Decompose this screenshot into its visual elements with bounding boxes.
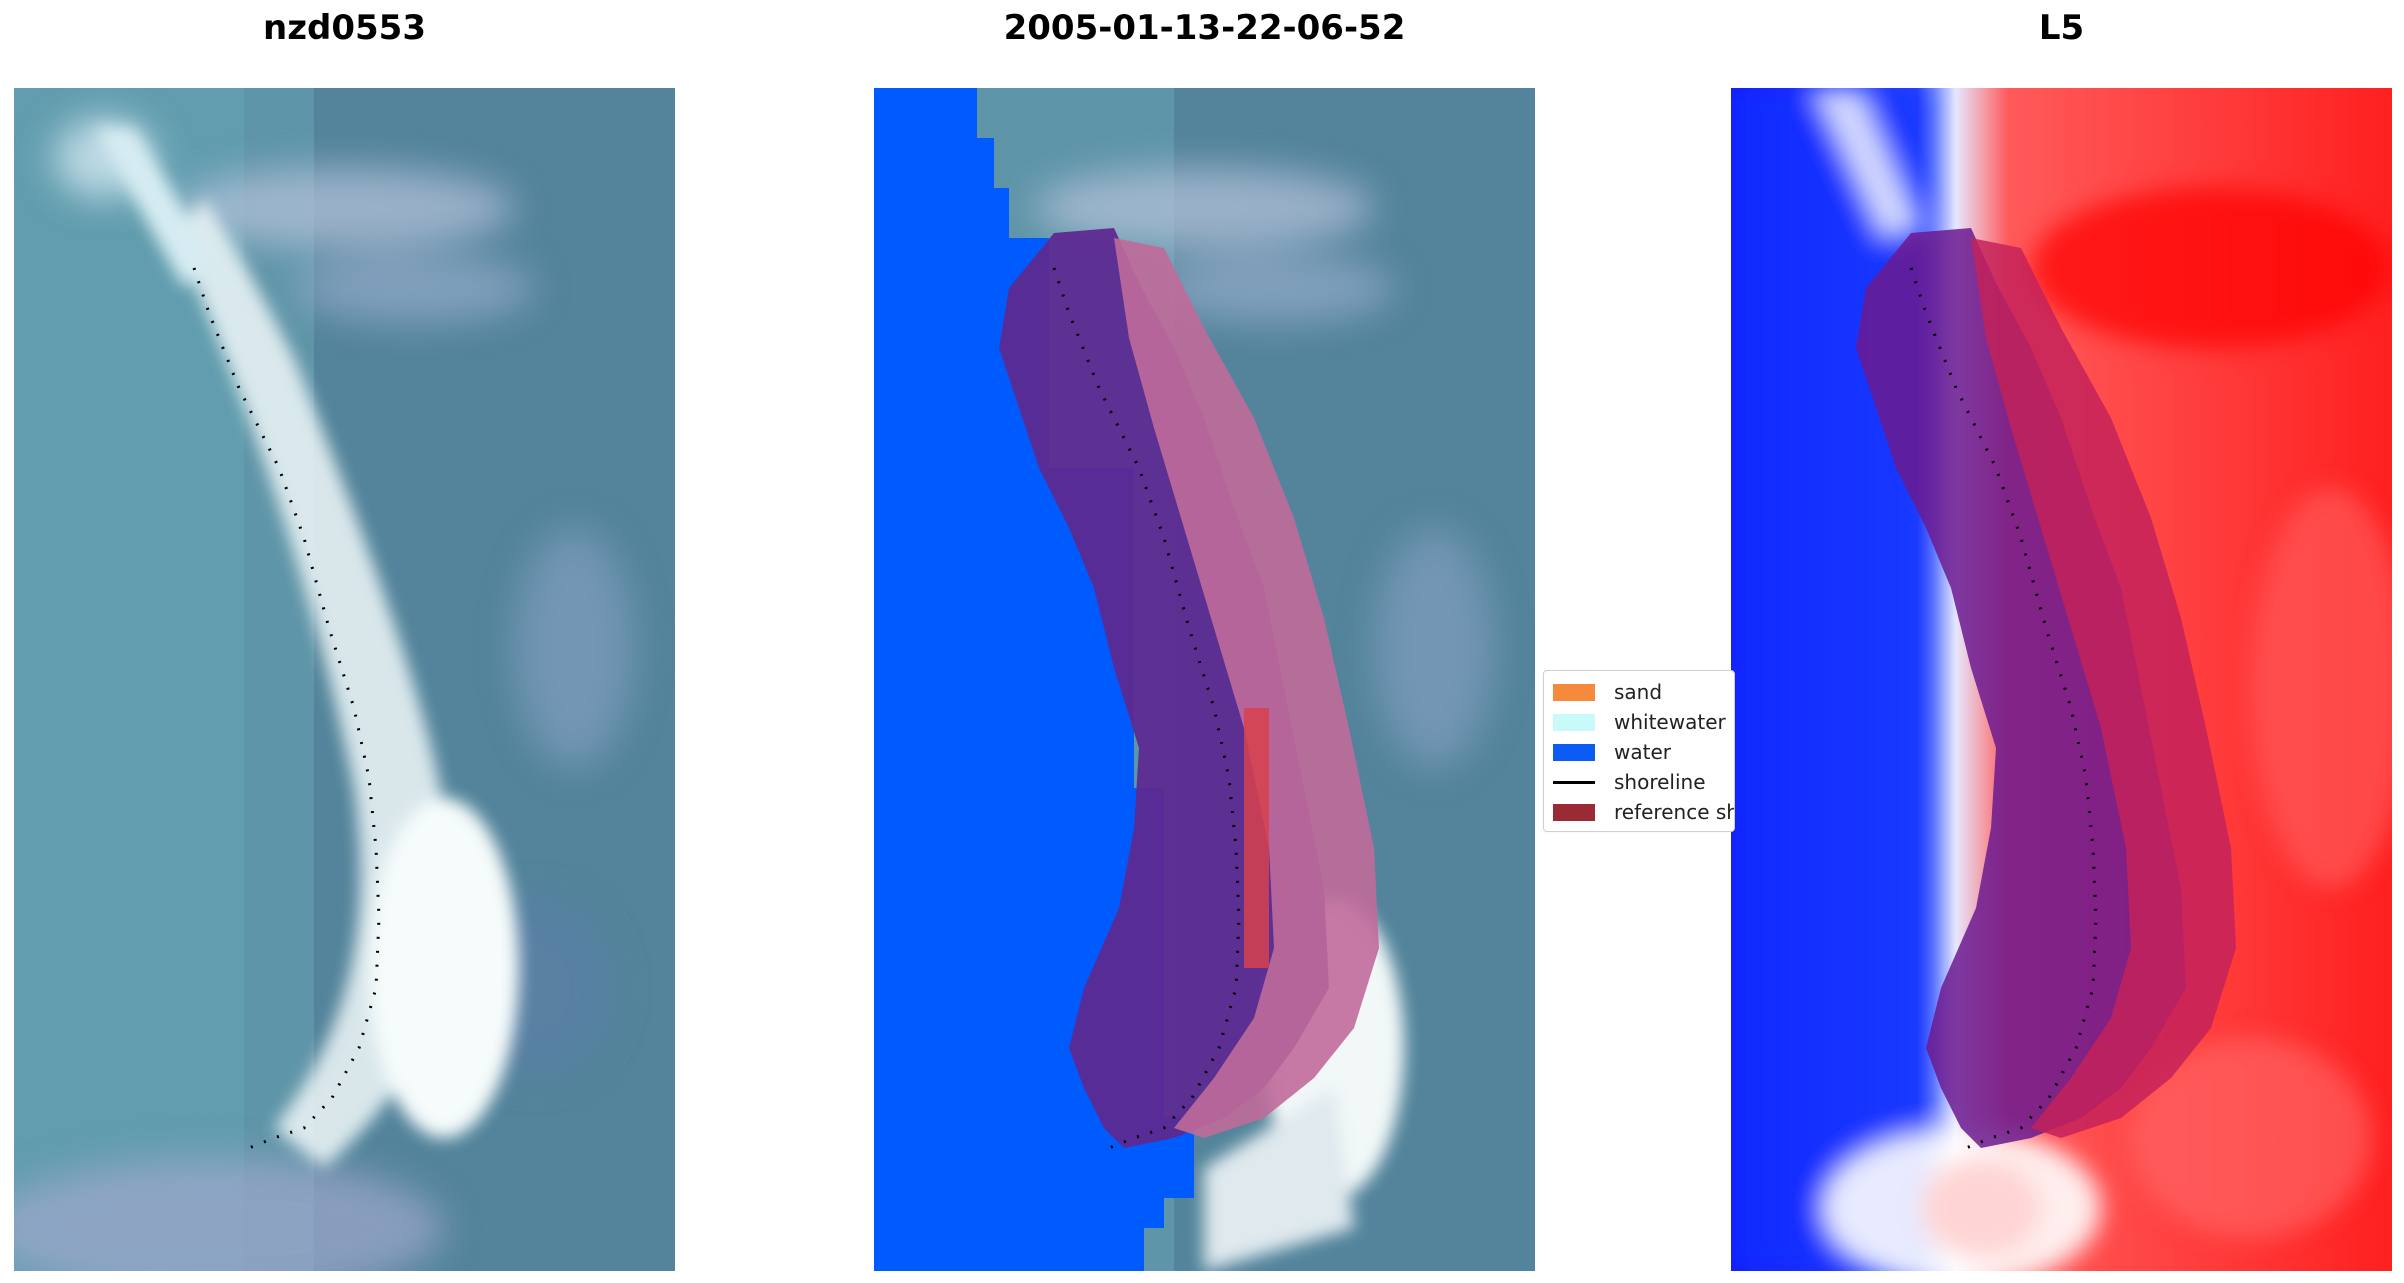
legend-item-sand: sand	[1544, 677, 1662, 707]
legend-label: whitewater	[1614, 710, 1726, 734]
rgb-satellite-image	[14, 88, 675, 1271]
shoreline-line-icon	[1553, 780, 1595, 784]
sand-overlap-strip	[1244, 708, 1269, 968]
index-sand-side	[1971, 238, 2236, 1138]
water-swatch	[1553, 743, 1595, 761]
legend-item-reference-buffer: reference shoreline buffer	[1544, 797, 1734, 827]
legend-label: water	[1614, 740, 1671, 764]
panel-title-classified: 2005-01-13-22-06-52	[1003, 8, 1406, 48]
legend-item-shoreline: shoreline	[1544, 767, 1706, 797]
legend: sand whitewater water shoreline referenc…	[1543, 670, 1735, 832]
rgb-image-panel	[14, 88, 675, 1271]
legend-item-whitewater: whitewater	[1544, 707, 1726, 737]
index-image-panel	[1731, 88, 2392, 1271]
reference-buffer-swatch	[1553, 803, 1595, 821]
legend-label: shoreline	[1614, 770, 1706, 794]
legend-item-water: water	[1544, 737, 1671, 767]
whitewater-swatch	[1553, 713, 1595, 731]
shoreline-dots	[1052, 267, 1241, 1150]
legend-label: reference shoreline buffer	[1614, 800, 1734, 824]
shoreline-dots	[1909, 267, 2098, 1150]
sand-side-tint	[1114, 238, 1379, 1138]
panel-title-index: L5	[2038, 8, 2085, 48]
sand-swatch	[1553, 683, 1595, 701]
shoreline-dots	[192, 267, 381, 1150]
classified-image-panel	[874, 88, 1535, 1271]
classified-image	[874, 88, 1535, 1271]
index-buffer-overlay	[1856, 228, 2186, 1148]
index-image	[1731, 88, 2392, 1271]
legend-label: sand	[1614, 680, 1663, 704]
panel-title-rgb: nzd0553	[263, 8, 426, 48]
